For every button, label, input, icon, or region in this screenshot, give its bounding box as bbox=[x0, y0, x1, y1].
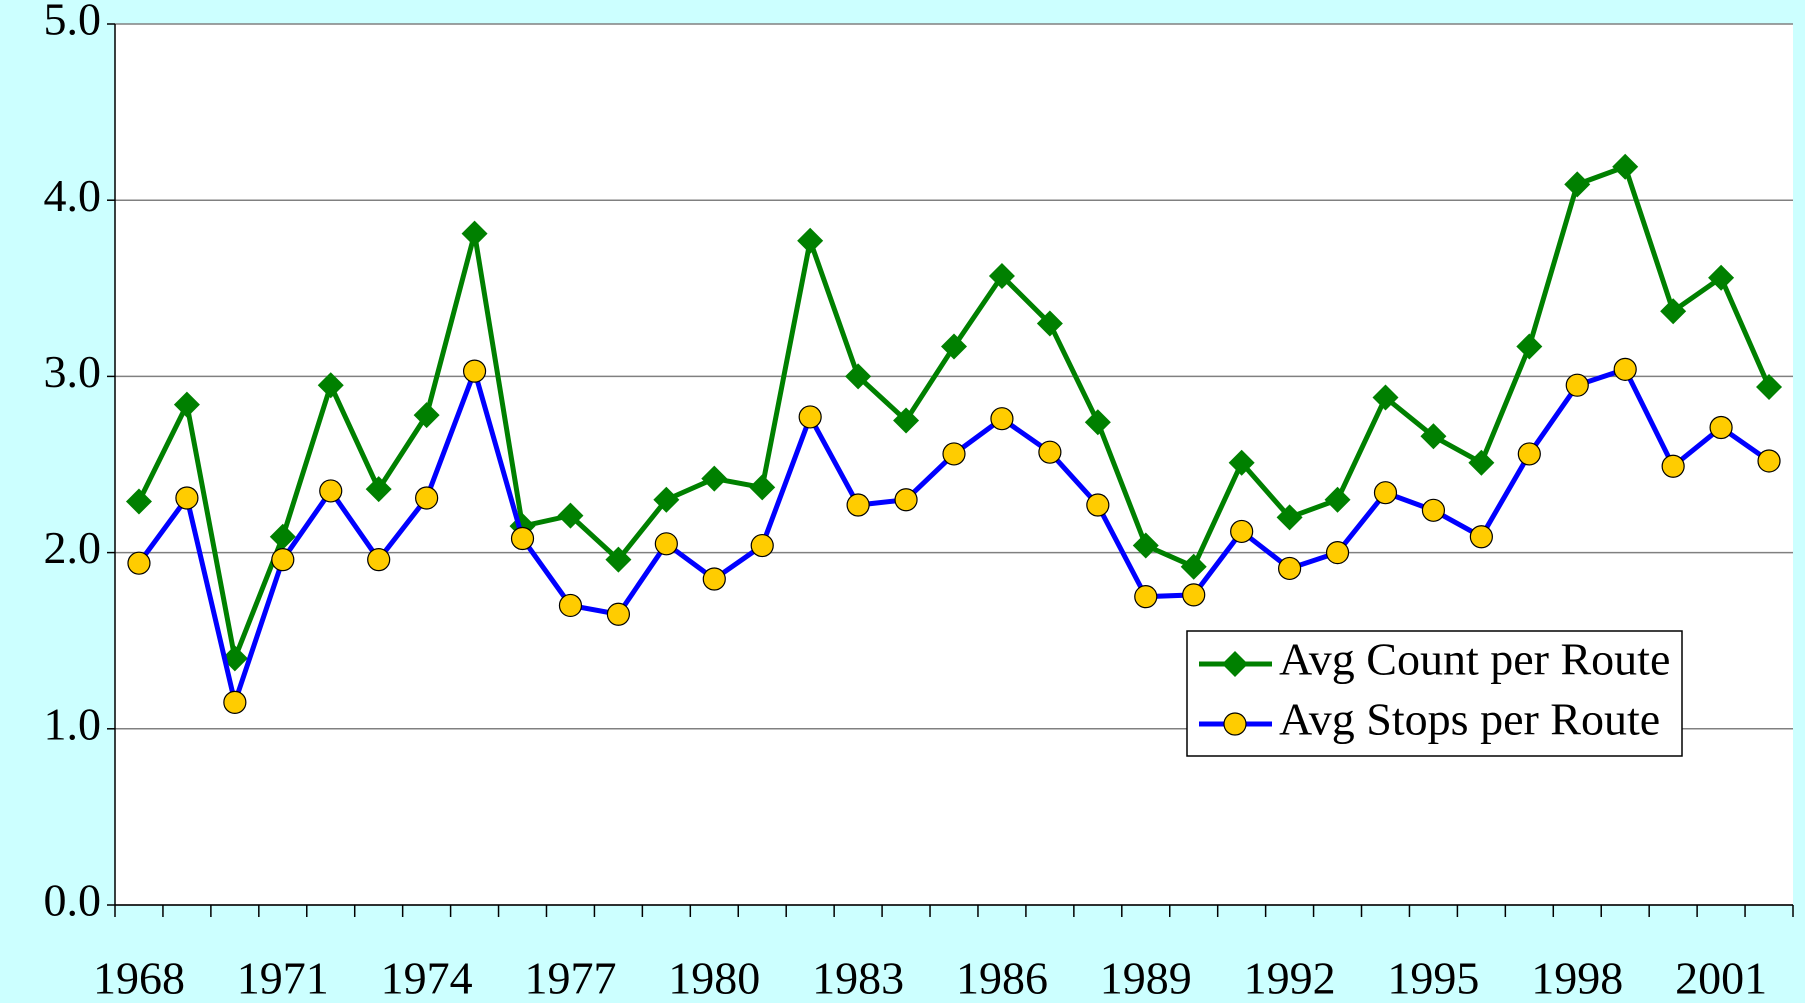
data-point bbox=[415, 486, 439, 510]
data-point bbox=[461, 220, 488, 247]
data-point bbox=[1325, 540, 1350, 565]
legend-marker bbox=[1222, 651, 1248, 677]
data-point bbox=[271, 548, 295, 572]
data-point bbox=[1612, 153, 1639, 180]
data-point bbox=[173, 391, 200, 418]
x-tick-label: 1980 bbox=[668, 953, 760, 1003]
data-point bbox=[654, 532, 678, 556]
y-tick-label: 4.0 bbox=[44, 170, 102, 221]
data-point bbox=[1180, 553, 1207, 580]
x-tick-label: 1992 bbox=[1244, 953, 1336, 1003]
data-point bbox=[365, 476, 392, 503]
y-tick-label: 5.0 bbox=[44, 0, 102, 45]
x-tick-label: 1974 bbox=[381, 953, 473, 1003]
data-point bbox=[797, 227, 824, 254]
data-point bbox=[1468, 449, 1495, 476]
data-point bbox=[894, 488, 918, 512]
data-point bbox=[1036, 310, 1063, 337]
data-point bbox=[1038, 440, 1062, 464]
data-point bbox=[1132, 532, 1159, 559]
y-tick-label: 2.0 bbox=[44, 522, 102, 573]
data-point bbox=[1756, 373, 1783, 400]
data-point bbox=[988, 262, 1015, 289]
data-point bbox=[367, 548, 391, 572]
x-tick-label: 2001 bbox=[1675, 953, 1767, 1003]
data-point bbox=[462, 359, 487, 383]
data-point bbox=[653, 486, 680, 513]
x-tick-label: 1986 bbox=[956, 953, 1048, 1003]
data-point bbox=[1182, 583, 1206, 607]
x-tick-label: 1983 bbox=[812, 953, 904, 1003]
data-point bbox=[127, 551, 151, 575]
data-point bbox=[1517, 442, 1541, 466]
data-point bbox=[1230, 519, 1254, 544]
data-point bbox=[893, 407, 920, 434]
data-point bbox=[223, 690, 247, 714]
data-point bbox=[1469, 525, 1493, 549]
data-point bbox=[1277, 556, 1302, 581]
data-point bbox=[1324, 486, 1351, 513]
data-point bbox=[558, 593, 583, 618]
data-point bbox=[845, 363, 872, 390]
data-point bbox=[1661, 454, 1685, 478]
data-point bbox=[1564, 171, 1591, 198]
data-point bbox=[702, 567, 726, 591]
data-point bbox=[510, 526, 535, 551]
data-point bbox=[1086, 493, 1110, 517]
data-point bbox=[269, 523, 296, 550]
data-point bbox=[1084, 409, 1111, 436]
data-point bbox=[942, 442, 966, 466]
data-point bbox=[701, 465, 728, 492]
legend-box bbox=[1186, 630, 1683, 757]
data-point bbox=[605, 546, 632, 573]
y-tick-label: 3.0 bbox=[44, 346, 102, 397]
x-tick-label: 1989 bbox=[1100, 953, 1192, 1003]
data-point bbox=[846, 493, 870, 517]
data-point bbox=[1228, 449, 1255, 476]
data-point bbox=[557, 502, 584, 529]
legend-label: Avg Count per Route bbox=[1279, 634, 1670, 685]
x-tick-label: 1977 bbox=[524, 953, 616, 1003]
data-point bbox=[317, 372, 344, 399]
data-point bbox=[1757, 449, 1781, 473]
data-point bbox=[1373, 481, 1398, 505]
data-point bbox=[1372, 384, 1399, 411]
data-point bbox=[798, 405, 822, 429]
data-point bbox=[413, 402, 440, 429]
data-point bbox=[1660, 298, 1687, 325]
data-point bbox=[990, 407, 1014, 431]
data-point bbox=[749, 474, 776, 501]
legend-marker bbox=[1223, 712, 1247, 736]
x-tick-label: 1995 bbox=[1387, 953, 1479, 1003]
data-point bbox=[1613, 357, 1637, 381]
y-tick-label: 0.0 bbox=[44, 875, 102, 926]
data-point bbox=[1565, 373, 1589, 397]
data-point bbox=[125, 488, 152, 515]
x-tick-label: 1998 bbox=[1531, 953, 1623, 1003]
data-point bbox=[606, 602, 631, 626]
data-point bbox=[1276, 504, 1303, 531]
x-tick-label: 1968 bbox=[93, 953, 185, 1003]
data-point bbox=[1708, 264, 1735, 291]
data-point bbox=[1516, 333, 1543, 360]
data-point bbox=[750, 533, 774, 558]
data-point bbox=[941, 333, 967, 360]
data-point bbox=[1709, 415, 1733, 440]
data-point bbox=[1421, 498, 1446, 522]
data-point bbox=[319, 479, 343, 503]
y-tick-label: 1.0 bbox=[44, 698, 102, 749]
x-tick-label: 1971 bbox=[237, 953, 329, 1003]
data-point bbox=[1420, 423, 1447, 450]
data-point bbox=[1134, 585, 1158, 609]
data-point bbox=[175, 486, 199, 510]
legend-label: Avg Stops per Route bbox=[1279, 694, 1660, 745]
